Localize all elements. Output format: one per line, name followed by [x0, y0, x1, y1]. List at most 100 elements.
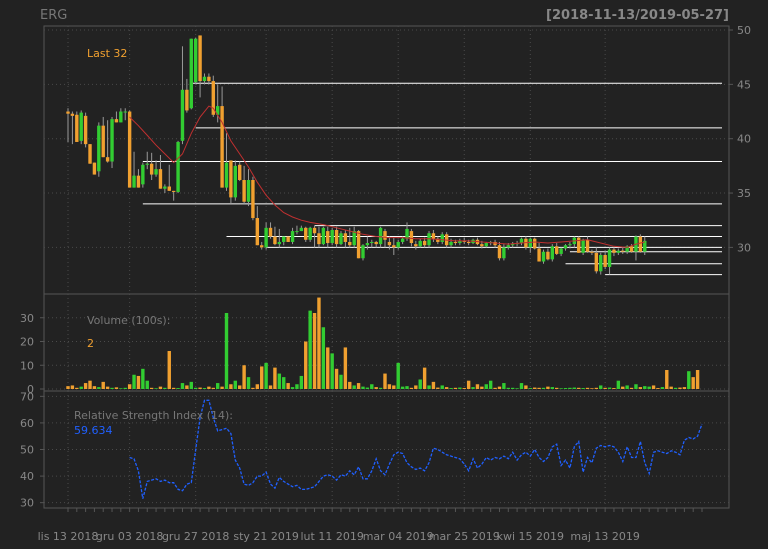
candle-body	[594, 252, 599, 272]
candle-body	[176, 141, 180, 192]
volume-bar	[220, 386, 224, 389]
candle	[273, 226, 277, 246]
volume-bar	[400, 386, 405, 389]
candle	[572, 236, 577, 248]
candle	[374, 240, 378, 248]
volume-bar	[660, 387, 665, 389]
candle-body	[154, 169, 158, 175]
candle	[361, 244, 365, 261]
candle-body	[480, 244, 484, 247]
candle	[277, 228, 282, 248]
candle	[418, 238, 422, 248]
candle-body	[246, 180, 251, 202]
candle-body	[387, 241, 392, 246]
x-tick-label: sty 21 2019	[233, 530, 299, 543]
volume-bar	[136, 375, 141, 389]
candle-body	[251, 180, 255, 219]
candle	[352, 226, 356, 248]
volume-bar	[607, 387, 612, 389]
volume-bar	[687, 371, 691, 389]
sma-line	[129, 105, 645, 248]
candle-body	[607, 249, 612, 267]
candle-body	[370, 241, 374, 244]
candle	[119, 108, 123, 123]
candle-body	[352, 231, 356, 246]
candle	[409, 228, 414, 247]
volume-bar	[695, 370, 700, 389]
volume-bar	[431, 381, 436, 389]
candle-body	[202, 76, 207, 82]
candle-body	[286, 236, 290, 242]
candle	[612, 247, 616, 257]
candle	[132, 151, 136, 188]
candle-body	[185, 89, 189, 111]
candle	[136, 169, 141, 188]
candle-body	[189, 38, 193, 109]
candle-body	[568, 244, 572, 246]
volume-bar	[462, 388, 466, 389]
volume-bar	[198, 387, 202, 389]
volume-bar	[634, 384, 638, 389]
volume-bar	[550, 387, 555, 389]
volume-bar	[260, 366, 264, 389]
candle	[83, 112, 88, 148]
candle-body	[462, 240, 466, 242]
volume-bar	[242, 365, 246, 389]
volume-bar	[546, 386, 550, 389]
volume-bar	[585, 387, 590, 389]
volume-bar	[651, 385, 656, 389]
volume-bar	[383, 373, 387, 389]
candle	[224, 133, 229, 191]
candle	[431, 230, 436, 242]
candle	[370, 239, 374, 248]
candle	[220, 86, 224, 188]
candle	[290, 227, 295, 245]
candle-body	[585, 239, 590, 252]
candle	[238, 161, 242, 182]
candle-body	[167, 186, 171, 191]
candle-body	[616, 250, 621, 253]
candle-body	[101, 125, 105, 158]
candle	[251, 176, 255, 221]
volume-bar	[471, 387, 475, 389]
candle	[185, 78, 189, 113]
volume-bar	[105, 386, 110, 389]
candle-body	[229, 160, 233, 198]
candle	[229, 160, 233, 204]
candle	[599, 252, 603, 275]
volume-bar	[352, 385, 356, 389]
volume-bar	[193, 387, 198, 389]
volume-bar	[422, 367, 427, 389]
candle	[427, 231, 431, 248]
candle-body	[603, 255, 607, 267]
volume-bar	[238, 385, 242, 389]
candle	[484, 241, 488, 248]
candle	[607, 247, 612, 275]
candle-body	[383, 231, 387, 240]
candle	[638, 234, 643, 253]
volume-bar	[532, 387, 537, 389]
candle	[422, 237, 427, 248]
candle-body	[277, 241, 282, 245]
candle-body	[317, 233, 321, 245]
candle	[528, 237, 532, 253]
candle	[326, 226, 330, 248]
rsi-y-tick-label: 70	[20, 390, 34, 403]
candle	[268, 222, 273, 239]
volume-y-tick-label: 20	[20, 336, 34, 349]
volume-bar	[149, 387, 154, 389]
candle	[149, 152, 154, 180]
volume-bar	[392, 385, 396, 389]
volume-bar	[79, 386, 83, 389]
candle	[585, 236, 590, 253]
volume-bar	[83, 383, 88, 389]
volume-bar	[427, 385, 431, 389]
candle-body	[356, 231, 361, 259]
volume-bar	[519, 383, 524, 389]
candle-body	[361, 245, 365, 259]
volume-bar	[321, 327, 326, 389]
candle-body	[127, 111, 132, 188]
candle-body	[264, 227, 268, 248]
candle-body	[163, 186, 167, 189]
candle	[299, 225, 304, 232]
